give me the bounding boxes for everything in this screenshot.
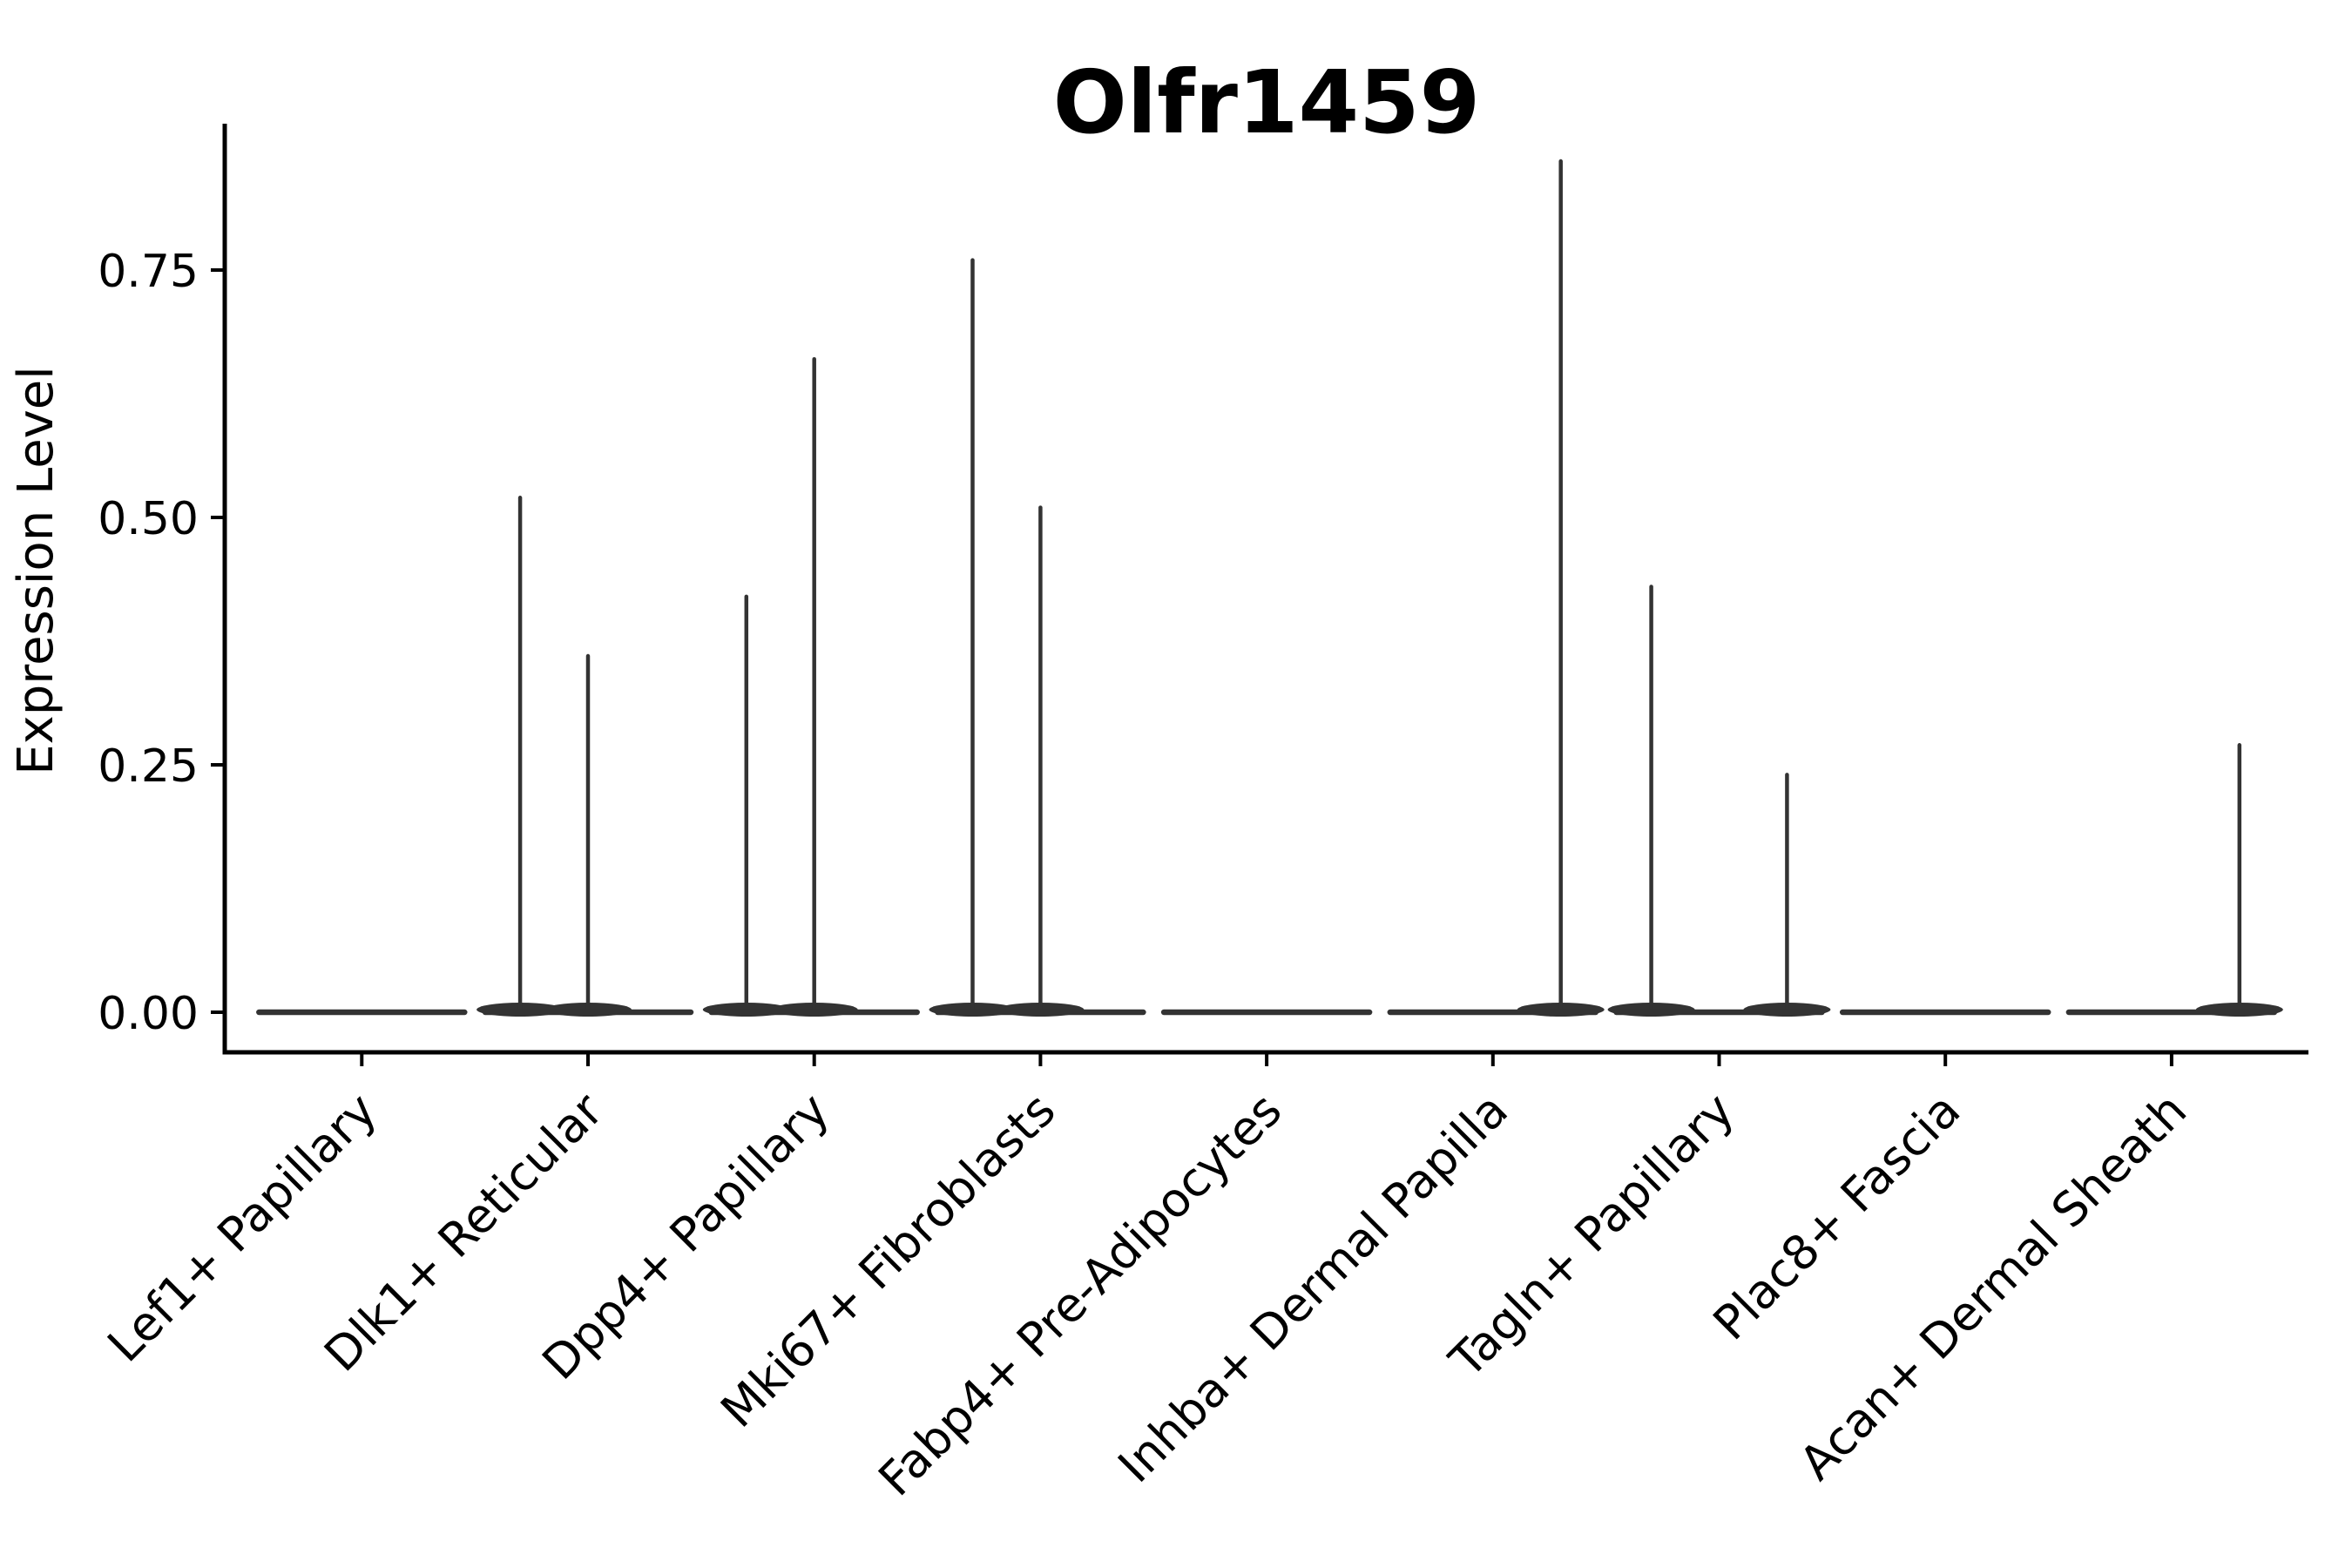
plot-title: Olfr1459	[1053, 51, 1480, 153]
y-axis-label: Expression Level	[8, 366, 64, 775]
violins-layer	[256, 159, 2283, 1017]
violin	[476, 496, 694, 1017]
x-tick-label: Fabp4+ Pre-Adipocytes	[868, 1083, 1292, 1507]
x-tick-label: Inhba+ Dermal Papilla	[1108, 1083, 1518, 1493]
violin	[1387, 159, 1605, 1017]
x-tick-label: Acan+ Dermal Sheath	[1789, 1083, 2197, 1490]
axes-layer	[211, 124, 2308, 1066]
violin	[702, 356, 920, 1017]
violin	[1607, 585, 1831, 1017]
y-tick-label: 0.50	[98, 493, 199, 545]
violin	[929, 258, 1146, 1017]
y-tick-label: 0.75	[98, 246, 199, 298]
violin	[2065, 743, 2283, 1017]
y-tick-label: 0.25	[98, 740, 199, 793]
y-tick-label: 0.00	[98, 988, 199, 1040]
